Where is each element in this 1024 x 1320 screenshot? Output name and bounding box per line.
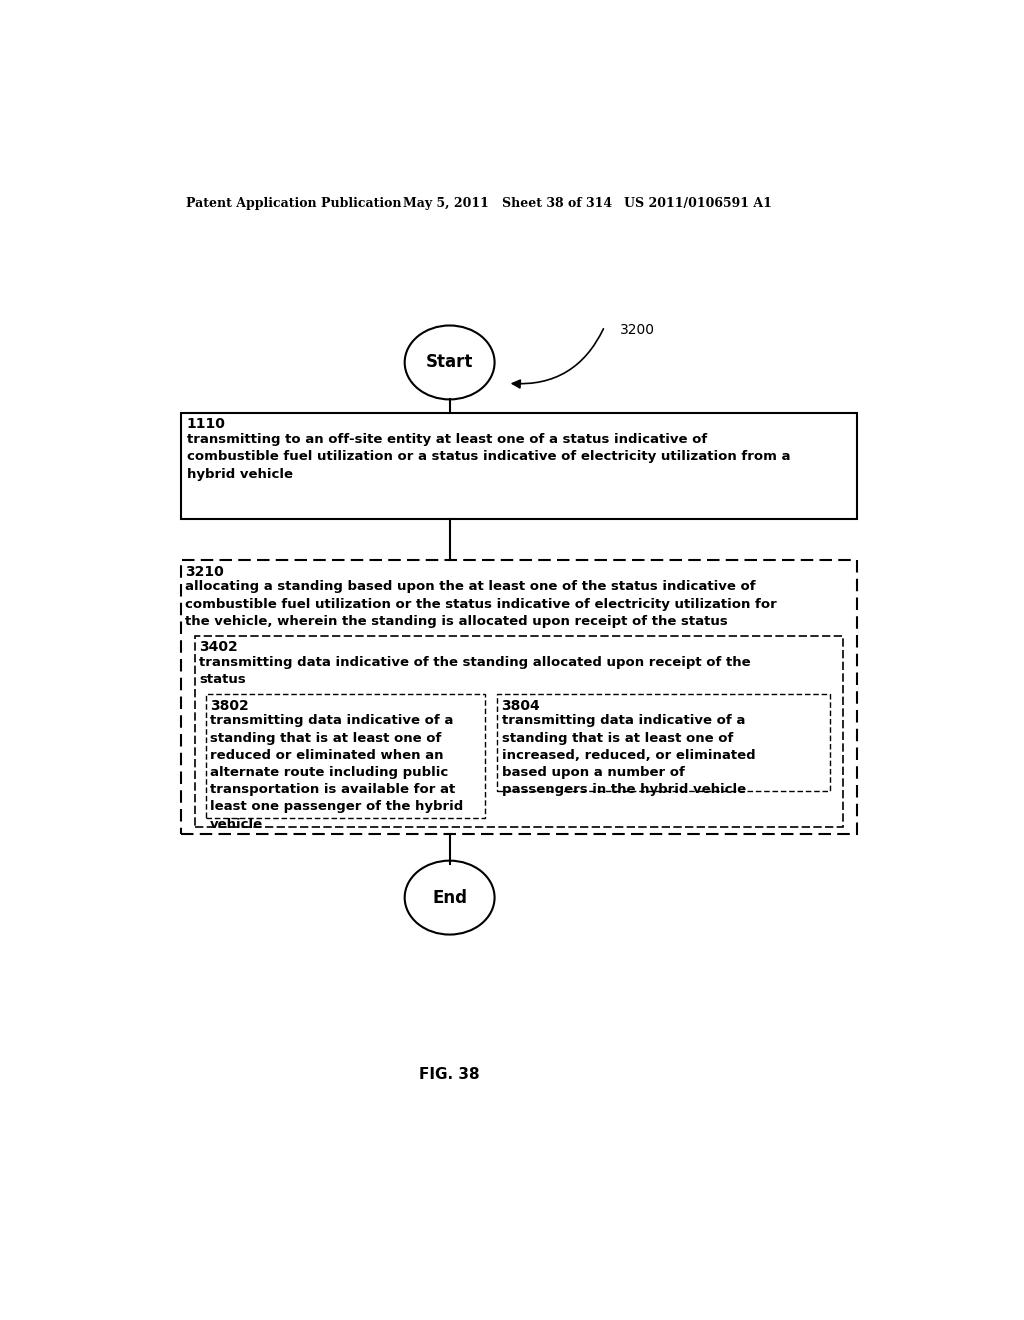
Text: transmitting data indicative of the standing allocated upon receipt of the
statu: transmitting data indicative of the stan… xyxy=(200,656,751,686)
Text: 1110: 1110 xyxy=(187,417,225,432)
Text: 3402: 3402 xyxy=(200,640,238,655)
Text: Start: Start xyxy=(426,354,473,371)
Bar xyxy=(497,694,830,792)
Bar xyxy=(195,636,843,826)
Text: End: End xyxy=(432,888,467,907)
Text: 3200: 3200 xyxy=(621,323,655,337)
Bar xyxy=(206,694,484,817)
Bar xyxy=(180,412,856,519)
Text: May 5, 2011   Sheet 38 of 314: May 5, 2011 Sheet 38 of 314 xyxy=(403,197,612,210)
Text: FIG. 38: FIG. 38 xyxy=(419,1067,480,1082)
Text: Patent Application Publication: Patent Application Publication xyxy=(186,197,401,210)
Text: 3804: 3804 xyxy=(502,700,541,713)
Bar xyxy=(180,561,856,834)
Text: transmitting to an off-site entity at least one of a status indicative of
combus: transmitting to an off-site entity at le… xyxy=(187,433,791,480)
Text: US 2011/0106591 A1: US 2011/0106591 A1 xyxy=(624,197,772,210)
Text: transmitting data indicative of a
standing that is at least one of
increased, re: transmitting data indicative of a standi… xyxy=(502,714,755,796)
Text: 3210: 3210 xyxy=(185,565,224,579)
FancyArrowPatch shape xyxy=(512,329,603,388)
Text: 3802: 3802 xyxy=(210,700,249,713)
Text: allocating a standing based upon the at least one of the status indicative of
co: allocating a standing based upon the at … xyxy=(185,581,777,628)
Text: transmitting data indicative of a
standing that is at least one of
reduced or el: transmitting data indicative of a standi… xyxy=(210,714,464,830)
